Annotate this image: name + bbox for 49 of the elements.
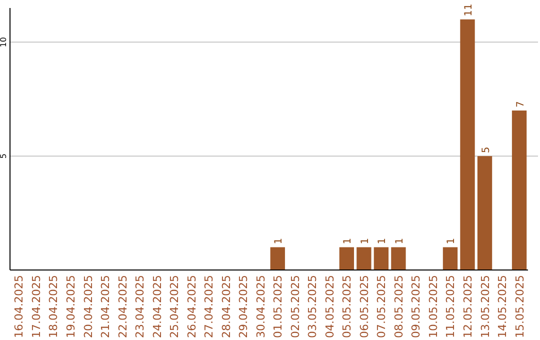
x-tick-label: 08.05.2025 [392,275,406,338]
data-label: 1 [274,238,285,244]
x-tick-label: 15.05.2025 [513,275,526,338]
bar [339,247,354,270]
bar [356,247,372,270]
x-tick-label: 21.04.2025 [99,275,112,338]
x-tick-label: 16.04.2025 [12,275,26,338]
bar [270,247,285,270]
data-label: 1 [360,238,371,244]
bar [442,247,458,270]
x-tick-label: 17.04.2025 [30,275,43,338]
x-tick-label: 03.05.2025 [306,275,320,338]
x-tick-label: 26.04.2025 [185,275,198,338]
x-tick-label: 20.04.2025 [82,275,95,338]
x-tick-label: 05.05.2025 [340,275,354,338]
bar [477,156,492,270]
x-tick-label: 06.05.2025 [358,275,371,338]
x-tick-label: 02.05.2025 [288,275,302,338]
x-tick-label: 13.05.2025 [478,275,492,338]
x-tick-label: 11.05.2025 [444,275,458,338]
x-tick-label: 18.04.2025 [47,275,60,338]
x-tick-label: 22.04.2025 [116,275,130,338]
data-label: 1 [394,238,406,244]
bar [460,19,475,270]
x-tick-label: 25.04.2025 [168,275,182,338]
x-tick-label: 10.05.2025 [426,275,440,338]
x-tick-label: 23.04.2025 [134,275,147,338]
x-tick-label: 12.05.2025 [462,275,474,338]
data-label: 5 [480,146,492,154]
x-tick-label: 07.05.2025 [375,275,388,338]
x-tick-label: 28.04.2025 [220,275,233,338]
data-label: 11 [464,4,474,16]
data-label: 1 [446,238,458,244]
y-tick-label: 10 [0,37,8,48]
x-tick-label: 19.04.2025 [64,275,78,338]
x-tick-label: 14.05.2025 [496,275,510,338]
bar [391,247,406,270]
x-tick-label: 01.05.2025 [272,275,285,338]
data-label: 7 [515,101,526,108]
data-label: 1 [377,238,388,244]
bar [512,110,527,270]
x-tick-label: 09.05.2025 [410,275,423,338]
x-tick-label: 27.04.2025 [202,275,216,338]
bar [374,247,389,270]
x-tick-label: 24.04.2025 [150,275,164,338]
x-tick-label: 30.04.2025 [254,275,268,338]
data-label: 1 [342,238,354,244]
x-tick-label: 29.04.2025 [237,275,250,338]
x-tick-label: 04.05.2025 [323,275,336,338]
